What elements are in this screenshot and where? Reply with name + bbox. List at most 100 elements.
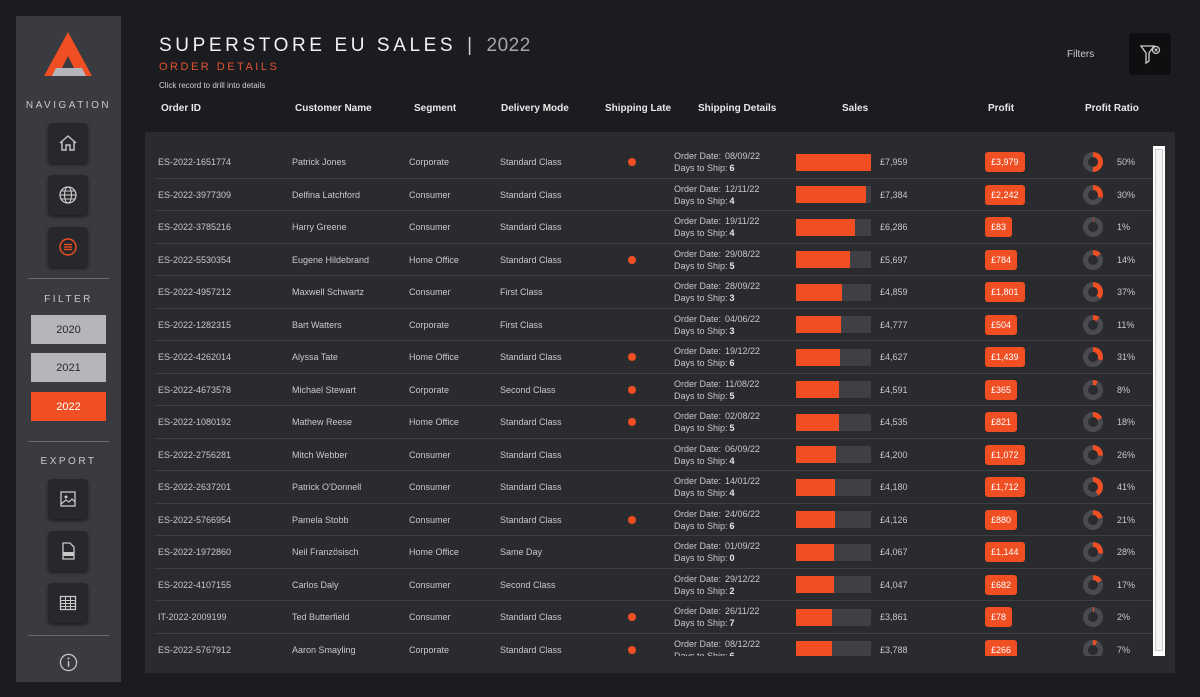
days-to-ship-value: 5 — [729, 423, 735, 433]
order-date-label: Order Date: — [674, 346, 722, 356]
order-id-cell: ES-2022-1080192 — [158, 417, 232, 427]
table-row[interactable]: ES-2022-3977309 Delfina Latchford Consumer… — [154, 179, 1153, 211]
order-date-line: Order Date: 01/09/22 — [674, 540, 760, 552]
order-id-cell: ES-2022-1282315 — [158, 319, 232, 330]
segment-cell: Home Office — [409, 417, 459, 427]
customer-name-cell: Bart Watters — [292, 319, 342, 330]
delivery-mode-cell: First Class — [500, 287, 543, 297]
table-row[interactable]: ES-2022-1080192 Mathew Reese Home Office St… — [154, 406, 1153, 439]
order-details-button[interactable] — [48, 227, 88, 267]
order-date-value: 12/11/22 — [725, 183, 760, 194]
days-to-ship-line: Days to Ship: 4 — [674, 195, 735, 207]
delivery-mode-cell: Standard Class — [500, 157, 562, 167]
sales-bar — [796, 413, 839, 431]
sales-bar-track — [796, 153, 871, 171]
customer-name-cell: Patrick O'Donnell — [292, 482, 362, 492]
shipping-details-cell: Order Date: 29/08/22 Days to Ship: 5 — [674, 244, 760, 276]
delivery-mode-cell: Standard Class — [500, 222, 562, 232]
table-row[interactable]: IT-2022-2009199 Ted Butterfield Consumer St… — [154, 601, 1153, 634]
year-2022-button[interactable]: 2022 — [31, 392, 106, 421]
table-row[interactable]: ES-2022-4262014 Alyssa Tate Home Office Sta… — [154, 341, 1153, 374]
order-id-cell: ES-2022-4262014 — [158, 352, 232, 362]
shipping-details-cell: Order Date: 08/09/22 Days to Ship: 6 — [674, 146, 760, 178]
year-2020-button[interactable]: 2020 — [31, 315, 106, 344]
export-crosstab-button[interactable] — [48, 583, 88, 623]
table-row[interactable]: ES-2022-1651774 Patrick Jones Corporate Sta… — [154, 146, 1153, 179]
table-row[interactable]: ES-2022-1282315 Bart Watters Corporate Firs… — [154, 309, 1153, 341]
map-button[interactable] — [48, 175, 88, 215]
sales-bar-cell — [796, 374, 871, 406]
profit-ratio-donut-cell — [1083, 569, 1103, 601]
order-date-value: 01/09/22 — [725, 541, 761, 551]
shipping-details-cell: Order Date: 08/12/22 Days to Ship: 6 — [674, 634, 760, 657]
shipping-details-cell: Order Date: 14/01/22 Days to Ship: 4 — [674, 471, 760, 503]
sales-bar-cell — [796, 341, 871, 373]
customer-name-cell: Neil Französisch — [292, 547, 359, 557]
export-image-button[interactable] — [48, 479, 88, 519]
late-indicator-dot — [628, 645, 636, 654]
days-to-ship-label: Days to Ship: — [674, 163, 728, 173]
customer-name-cell: Delfina Latchford — [292, 189, 361, 200]
order-id-cell: ES-2022-5766954 — [158, 514, 232, 525]
days-to-ship-value: 3 — [729, 325, 735, 336]
segment-cell: Consumer — [409, 222, 451, 232]
export-pdf-button[interactable] — [48, 531, 88, 571]
order-date-line: Order Date: 02/08/22 — [674, 410, 760, 422]
table-row[interactable]: ES-2022-5766954 Pamela Stobb Consumer Stand… — [154, 504, 1153, 536]
home-button[interactable] — [48, 123, 88, 163]
profit-ratio-donut-cell — [1083, 536, 1103, 568]
sales-bar-track — [796, 316, 871, 333]
shipping-late-cell — [628, 406, 636, 438]
sales-value-cell: £3,788 — [880, 644, 908, 655]
profit-ratio-cell: 7% — [1117, 644, 1131, 655]
profit-ratio-donut-cell — [1083, 244, 1103, 276]
sales-bar-track — [796, 511, 871, 528]
order-date-line: Order Date: 12/11/22 — [674, 183, 759, 195]
profit-cell: £1,144 — [985, 536, 1025, 568]
order-date-label: Order Date: — [674, 573, 722, 584]
shipping-late-cell — [628, 374, 636, 406]
list-icon — [59, 238, 77, 256]
profit-cell: £1,801 — [985, 276, 1025, 308]
profit-cell: £78 — [985, 601, 1013, 633]
profit-badge: £682 — [985, 574, 1018, 595]
days-to-ship-value: 7 — [729, 618, 735, 628]
info-button[interactable] — [59, 653, 78, 677]
days-to-ship-value: 5 — [729, 260, 735, 271]
table-row[interactable]: ES-2022-2756281 Mitch Webber Consumer Stand… — [154, 439, 1153, 471]
table-row[interactable]: ES-2022-4107155 Carlos Daly Consumer Second… — [154, 569, 1153, 601]
profit-cell: £784 — [985, 244, 1018, 276]
profit-ratio-cell: 1% — [1117, 222, 1131, 232]
order-date-label: Order Date: — [674, 248, 722, 259]
days-to-ship-label: Days to Ship: — [674, 390, 728, 401]
table-row[interactable]: ES-2022-5530354 Eugene Hildebrand Home Off… — [154, 244, 1153, 276]
profit-badge: £266 — [985, 639, 1018, 656]
order-id-cell: ES-2022-4673578 — [158, 384, 232, 395]
column-header-profit-ratio: Profit Ratio — [1085, 103, 1139, 114]
delivery-mode-cell: Standard Class — [500, 612, 562, 622]
column-header-delivery-mode: Delivery Mode — [501, 103, 569, 114]
scrollbar-thumb[interactable] — [1155, 149, 1163, 651]
delivery-mode-cell: Standard Class — [500, 644, 562, 655]
profit-ratio-donut-cell — [1083, 406, 1103, 438]
profit-cell: £1,439 — [985, 341, 1025, 373]
shipping-details-cell: Order Date: 19/11/22 Days to Ship: 4 — [674, 211, 759, 243]
sales-bar-cell — [796, 536, 871, 568]
table-row[interactable]: ES-2022-3785216 Harry Greene Consumer Stand… — [154, 211, 1153, 244]
shipping-details-cell: Order Date: 02/08/22 Days to Ship: 5 — [674, 406, 760, 438]
days-to-ship-label: Days to Ship: — [674, 195, 728, 206]
order-date-label: Order Date: — [674, 638, 722, 649]
drill-hint: Click record to drill into details — [159, 81, 266, 90]
year-2021-button[interactable]: 2021 — [31, 353, 106, 382]
shipping-late-cell — [628, 341, 636, 373]
table-row[interactable]: ES-2022-4957212 Maxwell Schwartz Consumer F… — [154, 276, 1153, 309]
order-date-value: 24/06/22 — [725, 508, 761, 519]
sales-value-cell: £4,777 — [880, 319, 908, 330]
sales-bar-cell — [796, 179, 871, 211]
filters-button[interactable] — [1129, 33, 1171, 75]
table-row[interactable]: ES-2022-4673578 Michael Stewart Corporate S… — [154, 374, 1153, 406]
table-row[interactable]: ES-2022-1972860 Neil Französisch Home Offi… — [154, 536, 1153, 569]
table-row[interactable]: ES-2022-5767912 Aaron Smayling Corporate St… — [154, 634, 1153, 657]
table-row[interactable]: ES-2022-2637201 Patrick O'Donnell Consumer… — [154, 471, 1153, 504]
profit-cell: £821 — [985, 406, 1018, 438]
